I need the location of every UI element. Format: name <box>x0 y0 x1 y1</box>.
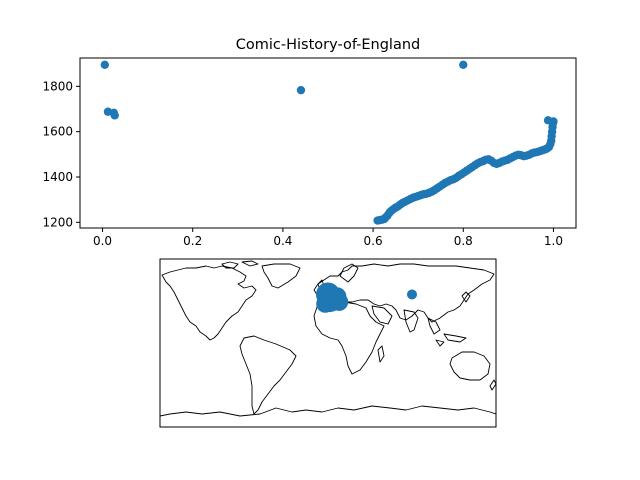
coastline-india <box>403 309 419 333</box>
coastline-arctic-islands <box>221 260 259 269</box>
coastline-greenland <box>261 263 301 289</box>
chart-title: Comic-History-of-England <box>236 37 420 53</box>
scatter-point-4 <box>296 85 306 95</box>
scatter-point-81 <box>543 116 553 125</box>
scatter-point-5 <box>459 60 468 69</box>
y-tick-label-3: 1800 <box>42 79 73 93</box>
y-axis: 1200 1400 1600 1800 <box>42 79 80 229</box>
y-tick-label-0: 1200 <box>42 215 73 229</box>
x-tick-label-5: 1.0 <box>544 234 563 248</box>
scatter-points <box>100 60 558 225</box>
coastline-madagascar <box>377 345 385 363</box>
x-tick-label-3: 0.6 <box>364 234 383 248</box>
coastline-southeast-asia <box>427 317 467 347</box>
coastline-south-america <box>239 335 297 415</box>
coastline-arabia <box>371 305 393 325</box>
coastline-eurasia <box>313 263 495 323</box>
y-tick-label-2: 1600 <box>42 125 73 139</box>
coastline-north-america <box>161 265 257 341</box>
scatter-axes-frame <box>79 57 577 229</box>
x-tick-label-0: 0.0 <box>93 234 112 248</box>
coastline-antarctica <box>160 405 496 427</box>
map-frame <box>159 258 497 428</box>
map-marker-5 <box>330 292 349 311</box>
map-marker-6 <box>407 289 417 300</box>
scatter-point-3 <box>110 111 119 120</box>
coastline-new-zealand <box>489 379 496 391</box>
world-map <box>159 258 497 428</box>
scatter-point-0 <box>100 60 110 69</box>
x-tick-label-4: 0.8 <box>454 234 473 248</box>
y-tick-label-1: 1400 <box>42 170 73 184</box>
x-tick-label-2: 0.4 <box>273 234 292 248</box>
coastline-scandinavia <box>339 263 359 283</box>
x-axis: 0.0 0.2 0.4 0.6 0.8 1.0 <box>93 228 563 248</box>
coastline-australia <box>449 351 491 381</box>
x-tick-label-1: 0.2 <box>183 234 202 248</box>
coastline-africa <box>313 301 385 375</box>
map-markers <box>316 282 417 313</box>
coastline-japan <box>461 291 471 303</box>
